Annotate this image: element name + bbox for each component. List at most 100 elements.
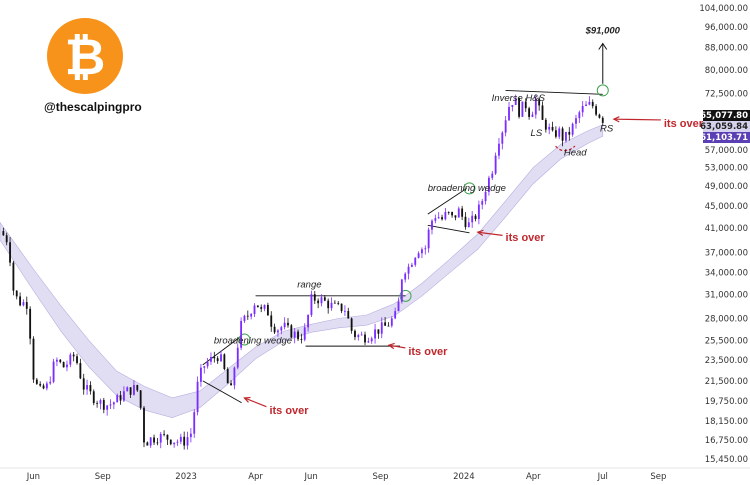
bitcoin-icon: ₿ — [65, 28, 106, 86]
candle-body — [581, 105, 584, 113]
candle-body — [243, 315, 246, 321]
candle-body — [236, 347, 239, 368]
candle-body — [347, 310, 350, 319]
candle-body — [19, 296, 22, 306]
candle-body — [106, 405, 109, 410]
candle-body — [377, 329, 380, 334]
candle-body — [333, 302, 336, 304]
candle-body — [179, 436, 182, 442]
candle-body — [313, 294, 316, 301]
candle-body — [89, 385, 92, 392]
candle-body — [220, 354, 222, 362]
candle-body — [139, 390, 142, 408]
red-arrow-line — [613, 118, 661, 121]
candle-body — [163, 433, 166, 435]
candle-body — [444, 211, 447, 220]
y-tick-label: 25,500.00 — [705, 336, 748, 346]
candle-body — [457, 208, 460, 218]
candle-body — [169, 439, 172, 445]
candle-body — [461, 208, 464, 217]
moving-average-band — [0, 124, 604, 418]
candle-body — [474, 215, 477, 220]
wedge1-upper-line — [202, 335, 242, 366]
pattern-label: range — [297, 280, 321, 291]
neckline — [505, 89, 603, 95]
candle-body — [528, 108, 531, 117]
candle-body — [66, 364, 68, 368]
candle-body — [112, 402, 115, 405]
candle-body — [367, 341, 370, 343]
x-tick-label: Apr — [526, 472, 541, 482]
candle-body — [72, 354, 75, 357]
candle-body — [424, 248, 427, 250]
price-tag-bg — [703, 110, 750, 121]
candle-body — [35, 379, 38, 384]
candle-body — [303, 327, 306, 340]
candle-body — [56, 359, 58, 362]
y-tick-label: 104,000.00 — [699, 4, 748, 14]
candle-body — [471, 215, 474, 223]
candle-body — [434, 218, 437, 221]
x-tick-label: Jun — [26, 472, 40, 482]
candle-body — [45, 383, 48, 389]
candle-body — [350, 318, 353, 331]
candle-body — [287, 322, 289, 326]
candle-body — [524, 101, 527, 109]
candle-body — [129, 387, 132, 395]
candle-body — [102, 400, 105, 410]
red-arrow-line — [244, 397, 267, 408]
candle-body — [22, 302, 25, 306]
candle-body — [390, 318, 393, 326]
candle-body — [300, 339, 303, 340]
x-tick-label: 2023 — [175, 472, 197, 482]
candlesticks — [2, 94, 604, 450]
y-tick-label: 15,450.00 — [705, 455, 748, 465]
candle-body — [565, 131, 567, 141]
candle-body — [62, 362, 65, 368]
candle-body — [588, 101, 591, 105]
candle-body — [166, 434, 169, 440]
candle-body — [598, 114, 601, 118]
candle-body — [317, 300, 320, 304]
y-tick-label: 19,750.00 — [705, 397, 748, 407]
candle-body — [59, 359, 62, 363]
candle-body — [494, 155, 497, 174]
candle-body — [504, 120, 507, 133]
candle-body — [551, 126, 554, 131]
candle-body — [216, 358, 219, 362]
y-tick-label: 49,000.00 — [705, 182, 748, 192]
red-arrow-line — [477, 231, 503, 236]
candle-body — [327, 300, 330, 309]
y-tick-label: 37,000.00 — [705, 248, 748, 258]
candle-body — [297, 331, 299, 340]
candle-body — [511, 104, 514, 107]
x-tick-label: Sep — [95, 472, 111, 482]
candle-body — [233, 367, 236, 386]
y-tick-label: 23,500.00 — [705, 356, 748, 366]
candle-body — [407, 266, 410, 274]
candle-body — [223, 354, 226, 370]
candle-body — [82, 378, 85, 390]
candle-body — [253, 305, 256, 314]
candle-body — [380, 322, 383, 334]
y-tick-label: 96,000.00 — [705, 23, 748, 33]
candle-body — [431, 220, 433, 230]
candle-body — [9, 242, 11, 263]
candle-body — [189, 433, 192, 438]
candle-body — [116, 395, 119, 403]
candle-body — [591, 101, 594, 107]
y-tick-label: 53,000.00 — [705, 163, 748, 173]
price-tag-bg — [703, 132, 750, 143]
candle-body — [76, 356, 78, 364]
candle-body — [464, 216, 467, 228]
y-tick-label: 80,000.00 — [705, 66, 748, 76]
its-over-label: its over — [269, 405, 309, 417]
hs-label: RS — [600, 123, 614, 134]
candle-body — [410, 264, 413, 267]
candle-body — [186, 437, 189, 446]
candle-body — [601, 117, 604, 123]
red-arrow-line — [388, 344, 406, 349]
candle-body — [521, 101, 524, 117]
candle-body — [270, 315, 273, 327]
candle-body — [481, 201, 484, 205]
